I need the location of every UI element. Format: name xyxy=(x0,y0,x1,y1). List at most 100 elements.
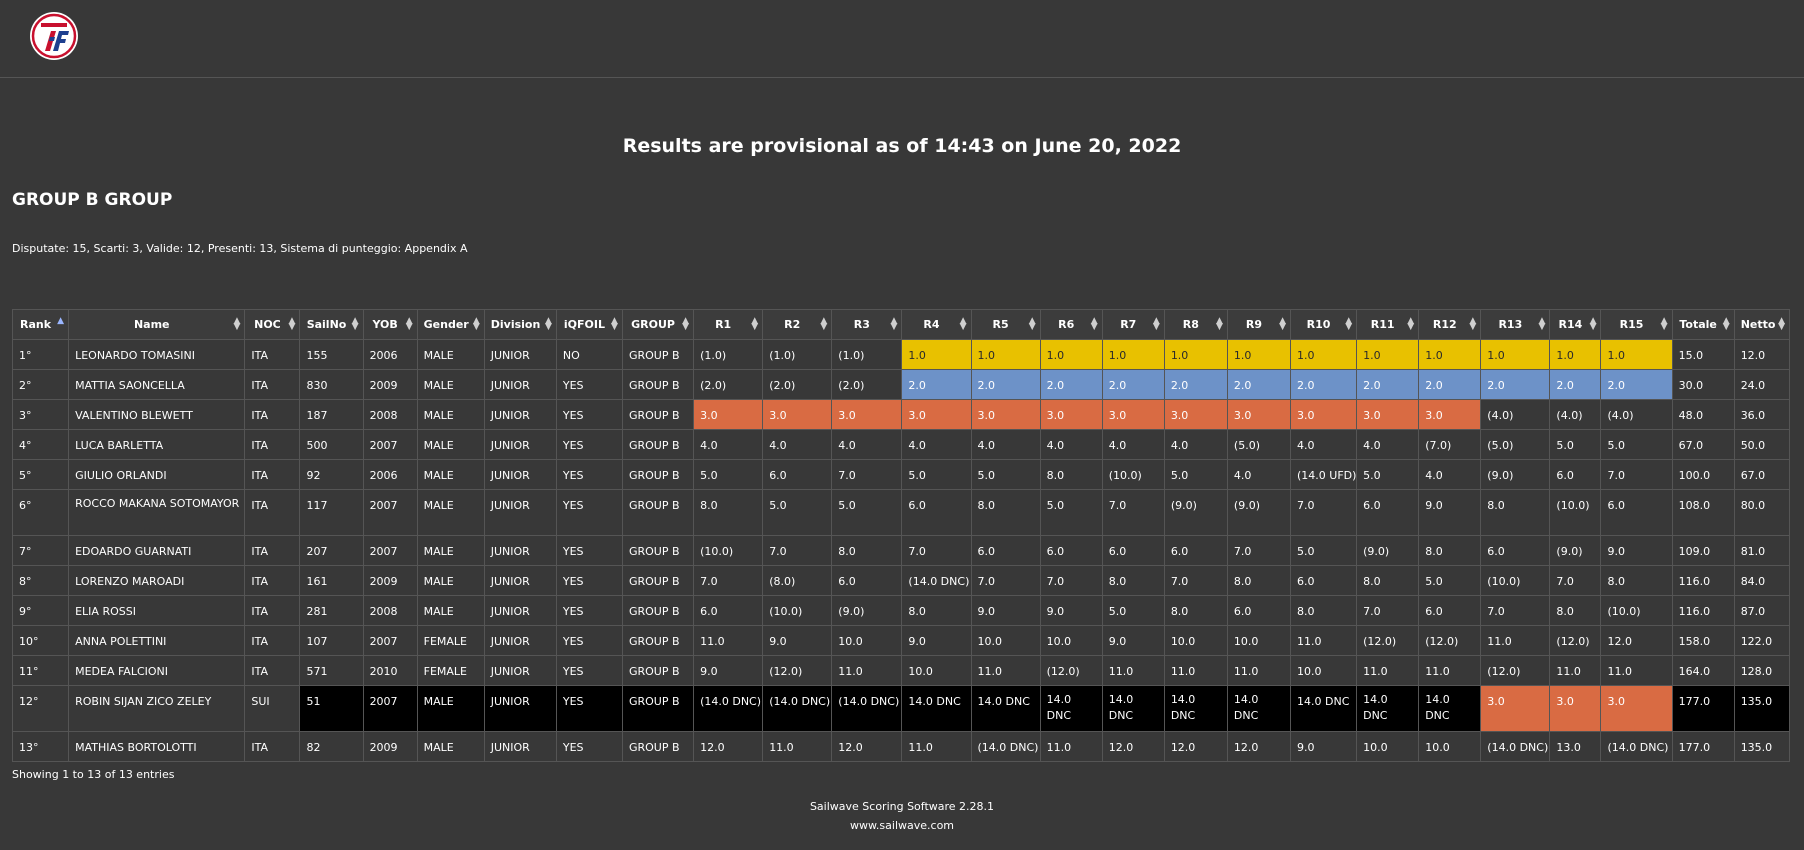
column-header-r5[interactable]: R5 ▲ ▼ xyxy=(970,309,1041,340)
cell-r10: 14.0 DNC xyxy=(1289,685,1358,732)
column-header-division[interactable]: Division ▲ ▼ xyxy=(483,309,557,340)
cell-r11: 11.0 xyxy=(1356,655,1420,686)
cell-rank: 3° xyxy=(11,399,70,430)
cell-r13: 11.0 xyxy=(1480,625,1551,656)
cell-r10: 10.0 xyxy=(1289,655,1358,686)
column-header-r15[interactable]: R15 ▲ ▼ xyxy=(1600,309,1673,340)
sort-icon: ▲ ▼ xyxy=(611,316,618,332)
cell-name: VALENTINO BLEWETT xyxy=(68,399,246,430)
column-header-r6[interactable]: R6 ▲ ▼ xyxy=(1039,309,1103,340)
cell-group: GROUP B xyxy=(621,459,695,490)
column-header-r12[interactable]: R12 ▲ ▼ xyxy=(1418,309,1482,340)
column-header-yob[interactable]: YOB ▲ ▼ xyxy=(362,309,418,340)
column-header-r7[interactable]: R7 ▲ ▼ xyxy=(1101,309,1165,340)
cell-r3: 4.0 xyxy=(831,429,903,460)
cell-name: MEDEA FALCIONI xyxy=(68,655,246,686)
cell-r1: (14.0 DNC) xyxy=(693,685,764,732)
table-header-row: Rank▲▼Name▲▼NOC▲▼SailNo▲▼YOB▲▼Gender▲▼Di… xyxy=(11,309,1791,340)
cell-r7: 11.0 xyxy=(1101,655,1165,686)
column-header-r2[interactable]: R2 ▲ ▼ xyxy=(762,309,833,340)
cell-sailno: 92 xyxy=(299,459,364,490)
cell-sailno: 155 xyxy=(299,339,364,370)
cell-noc: SUI xyxy=(244,685,301,732)
cell-r15: 7.0 xyxy=(1600,459,1673,490)
cell-sailno: 500 xyxy=(299,429,364,460)
software-link[interactable]: www.sailwave.com xyxy=(849,819,955,832)
column-label: R8 xyxy=(1182,318,1199,331)
cell-totale: 109.0 xyxy=(1671,535,1735,566)
column-label: R13 xyxy=(1498,318,1523,331)
cell-gender: FEMALE xyxy=(416,655,485,686)
cell-r4: 3.0 xyxy=(901,399,972,430)
column-header-name[interactable]: Name ▲ ▼ xyxy=(68,309,246,340)
cell-r6: 7.0 xyxy=(1039,565,1103,596)
cell-r4: 2.0 xyxy=(901,369,972,400)
column-header-noc[interactable]: NOC ▲ ▼ xyxy=(244,309,301,340)
cell-r14: 1.0 xyxy=(1549,339,1602,370)
cell-r13: 3.0 xyxy=(1480,685,1551,732)
cell-r9: 8.0 xyxy=(1226,565,1292,596)
column-header-sailno[interactable]: SailNo ▲ ▼ xyxy=(299,309,364,340)
sort-ascending-icon: ▲▼ xyxy=(57,316,65,326)
column-header-r11[interactable]: R11 ▲ ▼ xyxy=(1356,309,1420,340)
column-header-r4[interactable]: R4 ▲ ▼ xyxy=(901,309,972,340)
cell-r1: 3.0 xyxy=(693,399,764,430)
cell-r3: 3.0 xyxy=(831,399,903,430)
cell-yob: 2007 xyxy=(362,429,418,460)
column-header-r9[interactable]: R9 ▲ ▼ xyxy=(1226,309,1292,340)
column-header-rank[interactable]: Rank ▲▼ xyxy=(11,309,70,340)
cell-r7: 12.0 xyxy=(1101,731,1165,762)
cell-r4: 9.0 xyxy=(901,625,972,656)
column-header-totale[interactable]: Totale ▲ ▼ xyxy=(1671,309,1735,340)
cell-r2: (12.0) xyxy=(762,655,833,686)
cell-r13: 8.0 xyxy=(1480,489,1551,536)
sort-icon: ▲ ▼ xyxy=(1090,316,1098,332)
cell-r11: 14.0 DNC xyxy=(1356,685,1420,732)
column-header-r10[interactable]: R10 ▲ ▼ xyxy=(1289,309,1358,340)
sort-icon: ▲ ▼ xyxy=(1028,316,1036,332)
cell-division: JUNIOR xyxy=(483,399,557,430)
cell-r4: 6.0 xyxy=(901,489,972,536)
column-header-iqfoil[interactable]: iQFOIL ▲ ▼ xyxy=(555,309,623,340)
cell-r1: 7.0 xyxy=(693,565,764,596)
column-header-r8[interactable]: R8 ▲ ▼ xyxy=(1163,309,1228,340)
cell-gender: MALE xyxy=(416,565,485,596)
cell-r11: 6.0 xyxy=(1356,489,1420,536)
cell-r12: (12.0) xyxy=(1418,625,1482,656)
cell-iqfoil: YES xyxy=(555,535,623,566)
sort-icon: ▲ ▼ xyxy=(1778,316,1785,332)
column-header-r13[interactable]: R13 ▲ ▼ xyxy=(1480,309,1551,340)
column-header-gender[interactable]: Gender ▲ ▼ xyxy=(416,309,485,340)
cell-r13: (14.0 DNC) xyxy=(1480,731,1551,762)
cell-r2: 3.0 xyxy=(762,399,833,430)
cell-r7: 5.0 xyxy=(1101,595,1165,626)
cell-division: JUNIOR xyxy=(483,489,557,536)
cell-noc: ITA xyxy=(244,535,301,566)
column-header-r3[interactable]: R3 ▲ ▼ xyxy=(831,309,903,340)
cell-yob: 2009 xyxy=(362,565,418,596)
column-label: Name xyxy=(133,318,170,331)
column-header-r14[interactable]: R14 ▲ ▼ xyxy=(1549,309,1602,340)
column-header-group[interactable]: GROUP ▲ ▼ xyxy=(621,309,695,340)
cell-r3: (14.0 DNC) xyxy=(831,685,903,732)
results-table-wrapper: Rank▲▼Name▲▼NOC▲▼SailNo▲▼YOB▲▼Gender▲▼Di… xyxy=(11,309,1791,762)
column-header-r1[interactable]: R1 ▲ ▼ xyxy=(693,309,764,340)
cell-r6: 6.0 xyxy=(1039,535,1103,566)
column-header-netto[interactable]: Netto ▲ ▼ xyxy=(1733,309,1791,340)
cell-group: GROUP B xyxy=(621,369,695,400)
series-info: Disputate: 15, Scarti: 3, Valide: 12, Pr… xyxy=(12,242,468,255)
table-row: 6° ROCCO MAKANA SOTOMAYOR ITA 117 2007 MALE JU… xyxy=(11,489,1791,536)
cell-name: GIULIO ORLANDI xyxy=(68,459,246,490)
column-label: Totale xyxy=(1679,318,1717,331)
cell-netto: 36.0 xyxy=(1733,399,1791,430)
cell-r9: 2.0 xyxy=(1226,369,1292,400)
sort-icon: ▲ ▼ xyxy=(405,316,413,332)
cell-name: MATHIAS BORTOLOTTI xyxy=(68,731,246,762)
cell-name: LUCA BARLETTA xyxy=(68,429,246,460)
cell-iqfoil: NO xyxy=(555,339,623,370)
sort-icon: ▲ ▼ xyxy=(1152,316,1160,332)
cell-noc: ITA xyxy=(244,369,301,400)
cell-group: GROUP B xyxy=(621,489,695,536)
cell-r1: 6.0 xyxy=(693,595,764,626)
formula-foil-logo[interactable] xyxy=(29,11,79,61)
